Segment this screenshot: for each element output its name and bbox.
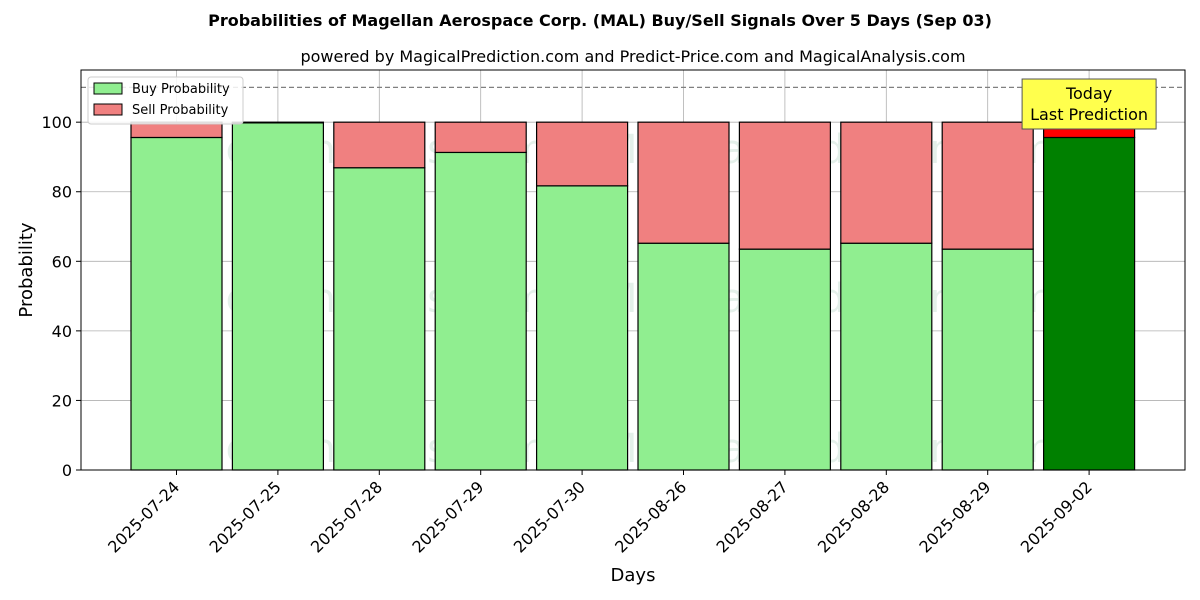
- x-tick-label: 2025-07-24: [104, 477, 183, 556]
- buy-bar: [535, 185, 629, 471]
- plot-area: MagicalAnalysis.comMagicalAnalysis.comMa…: [41, 69, 1186, 557]
- plot-frame: [80, 69, 1186, 471]
- legend-swatch-sell: [93, 103, 123, 116]
- x-tick-label: 2025-08-26: [611, 477, 690, 556]
- y-axis-label: Probability: [16, 222, 37, 317]
- x-tick-label: 2025-09-02: [1017, 477, 1096, 556]
- y-tick-label: 100: [41, 113, 72, 132]
- buy-bar: [738, 248, 832, 471]
- buy-bar: [130, 136, 223, 471]
- sell-bar: [333, 121, 426, 169]
- y-tick-label: 40: [52, 322, 72, 341]
- sell-bar: [738, 121, 832, 250]
- legend-label-buy: Buy Probability: [132, 82, 230, 97]
- sell-bar: [840, 121, 933, 244]
- y-tick-label: 60: [52, 252, 72, 271]
- buy-bar: [333, 167, 426, 471]
- chart-subtitle: powered by MagicalPrediction.com and Pre…: [300, 47, 965, 66]
- legend-swatch-buy: [93, 82, 123, 95]
- buy-bar: [231, 122, 324, 471]
- x-tick-label: 2025-08-28: [814, 477, 893, 556]
- today-annotation-line1: Today: [1065, 84, 1112, 103]
- buy-bar: [434, 151, 527, 471]
- x-tick-label: 2025-07-30: [510, 477, 589, 556]
- legend-box: [87, 76, 244, 125]
- x-tick-label: 2025-08-29: [915, 477, 994, 556]
- chart-title: Probabilities of Magellan Aerospace Corp…: [208, 11, 992, 30]
- today-annotation-line2: Last Prediction: [1030, 105, 1148, 124]
- y-tick-label: 80: [52, 183, 72, 202]
- x-tick-label: 2025-07-28: [307, 477, 386, 556]
- today-annotation-box: [1021, 78, 1157, 130]
- x-tick-label: 2025-07-29: [408, 477, 487, 556]
- sell-bar: [231, 121, 324, 124]
- sell-bar: [434, 121, 527, 154]
- buy-bar: [941, 248, 1034, 471]
- buy-bar: [840, 242, 933, 471]
- legend-label-sell: Sell Probability: [132, 103, 229, 118]
- sell-bar: [941, 121, 1034, 250]
- y-tick-label: 20: [52, 391, 72, 410]
- buy-bar: [637, 242, 730, 471]
- sell-bar: [535, 121, 629, 187]
- y-tick-label: 0: [62, 461, 72, 480]
- x-tick-label: 2025-07-25: [206, 477, 285, 556]
- x-axis-label: Days: [611, 565, 656, 586]
- sell-bar: [637, 121, 730, 244]
- buy-bar: [1042, 136, 1136, 471]
- x-tick-label: 2025-08-27: [713, 477, 792, 556]
